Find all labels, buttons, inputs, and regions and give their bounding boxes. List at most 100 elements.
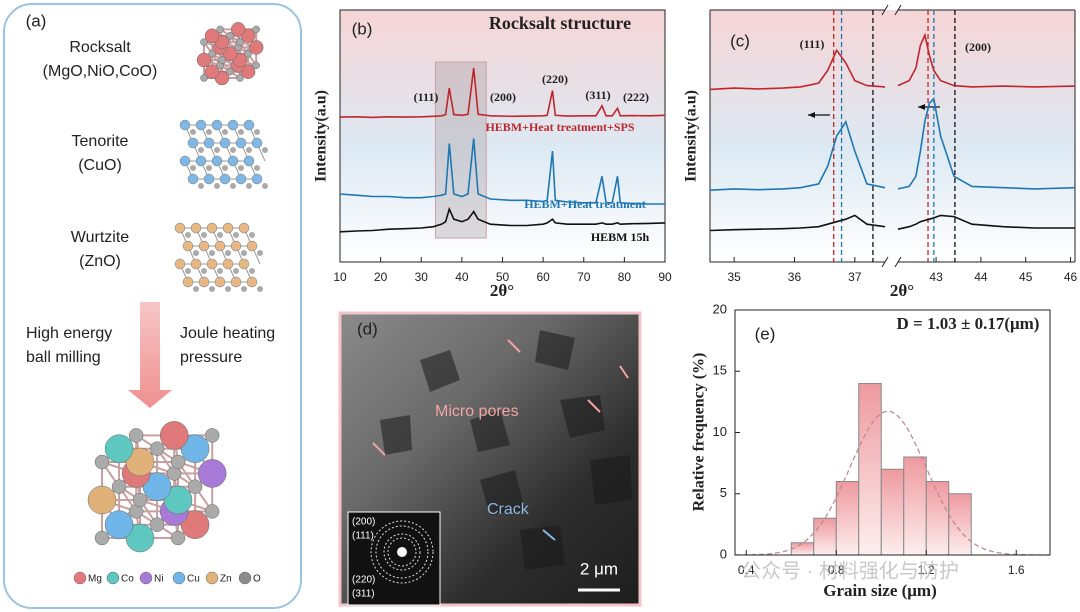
ring-label: (200) [352,517,375,528]
peak-label: (200) [965,40,991,54]
element-swatch [106,571,120,585]
atom [159,421,189,450]
phase-name: Tenorite [72,133,129,150]
atom [238,258,250,270]
atom [222,165,228,171]
atom [219,173,231,185]
phase-name: Rocksalt [69,39,131,56]
axis-break [894,4,902,16]
pore-arrows [372,339,629,456]
atom [174,258,186,270]
ring-label: (311) [352,589,375,600]
series-line [339,138,665,205]
y-tick-label: 20 [713,301,727,316]
atom [180,510,210,539]
panel-label: (a) [26,11,47,30]
atom [222,222,234,234]
atom [142,472,172,501]
atom [217,232,223,238]
y-axis-label: Intensity(a.u) [683,90,700,182]
atom [204,428,220,443]
histogram-bar [948,493,972,556]
atom [174,222,186,234]
atom [198,240,210,252]
element-swatch [172,571,186,585]
panel-label: (b) [352,19,373,38]
crystal-icons [87,22,268,553]
atom [125,447,155,477]
histogram-bar [880,468,905,556]
atom [104,434,134,463]
atom [236,38,244,46]
series-line [897,97,1076,190]
series-line [339,206,666,233]
atom [179,119,191,131]
atom [196,52,212,68]
histogram-bar [790,542,815,556]
fit-curve [734,410,1050,556]
atom [249,268,255,274]
atom [206,222,218,234]
histogram-bar [835,481,860,556]
axis-break [894,256,902,268]
element-swatch [139,571,153,585]
axis-break [881,256,889,268]
x-tick-label: 80 [618,270,632,284]
peak-label: (200) [490,90,516,104]
phase-name: Wurtzite [71,229,129,246]
atom [187,173,199,185]
process-text: pressure [180,349,242,366]
ring-label: (220) [352,575,375,586]
atom [230,183,236,189]
saed-rings [370,520,434,584]
atom [251,173,263,185]
y-tick-label: 0 [720,546,727,561]
atom [262,183,268,189]
series-line [339,67,666,119]
atom [230,22,246,37]
atom [227,155,239,167]
x-tick-label: 20 [374,270,388,284]
atom [201,268,207,274]
atom [225,250,231,256]
atom [211,119,223,131]
crack-arrow [542,529,556,541]
peak-label: (220) [542,72,568,86]
atom [246,147,252,153]
histogram-bar [925,481,950,556]
atom [200,74,208,82]
atom [94,454,110,470]
atom [193,286,199,292]
atom [94,530,110,546]
atom [190,222,202,234]
element-label: Mg [88,574,102,585]
atom [233,268,239,274]
atom [187,137,199,149]
plot-bg [710,10,1075,262]
atom [254,165,260,171]
histogram-bar [858,383,882,556]
atom [214,183,220,189]
atom [214,276,226,288]
atom [227,119,239,131]
element-swatch [205,571,219,585]
atom [185,232,191,238]
atom [236,74,244,82]
x-tick-label: 1.6 [1008,563,1025,577]
atom [233,232,239,238]
x-tick-label: 35 [727,270,741,284]
atom [243,119,255,131]
element-label: O [253,574,261,585]
tem-image [338,311,642,607]
ring-label: (111) [352,531,374,542]
series-line [709,120,886,191]
atom [254,129,260,135]
atom [222,129,228,135]
atom [195,119,207,131]
atom [190,129,196,135]
atom [219,137,231,149]
element-label: Zn [220,574,232,585]
atom [195,155,207,167]
x-tick-label: 0.4 [738,563,755,577]
